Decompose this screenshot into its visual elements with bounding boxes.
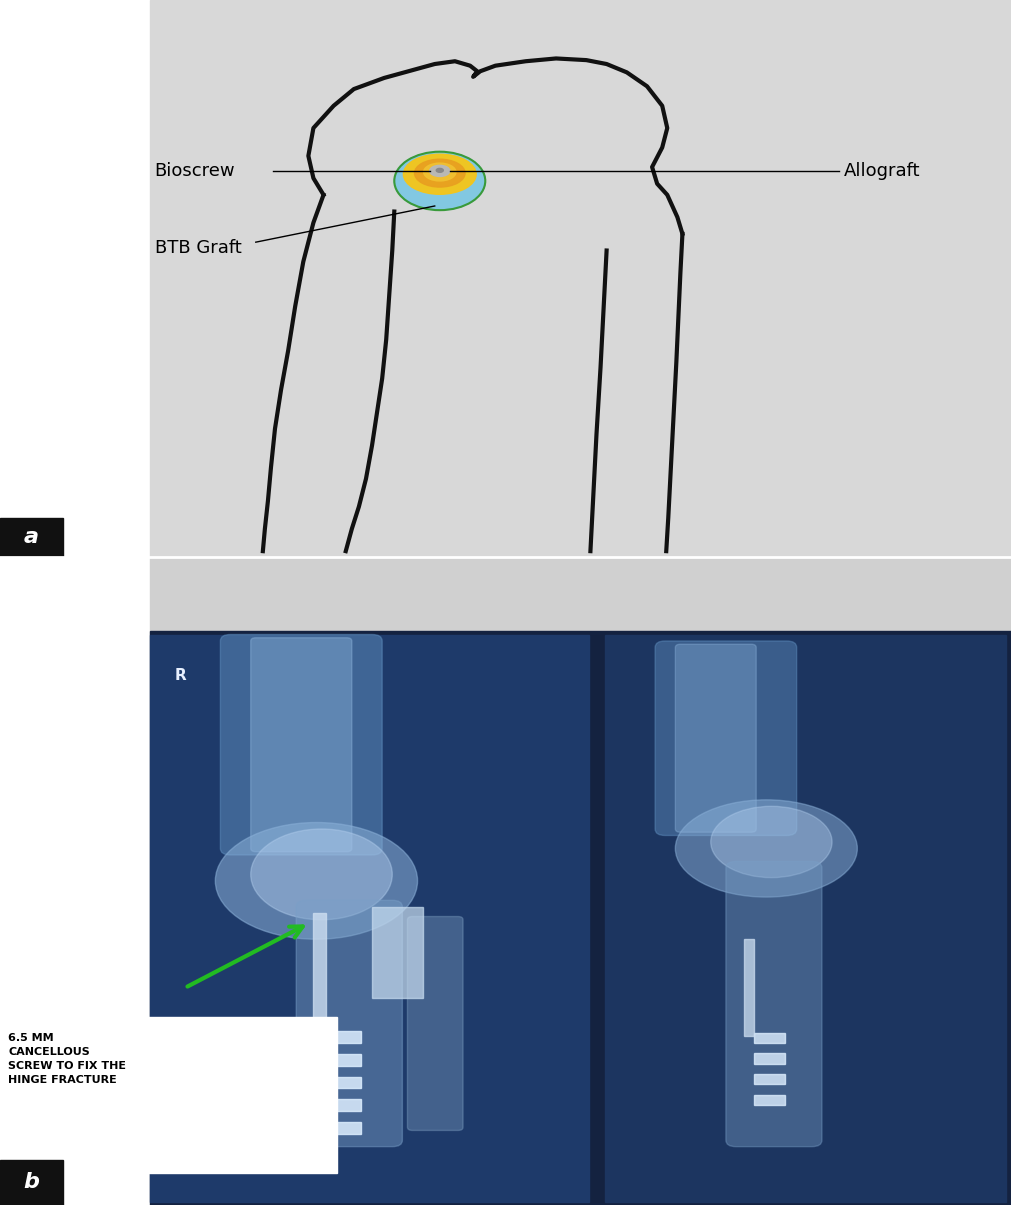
FancyBboxPatch shape [296,900,402,1147]
Ellipse shape [403,154,476,194]
Text: Allograft: Allograft [844,161,921,180]
Bar [754,1095,785,1105]
Text: R: R [175,668,187,683]
Bar [0,518,63,557]
Bar [326,1099,361,1111]
Bar [326,1054,361,1065]
Bar [0,1159,63,1205]
Ellipse shape [394,152,485,210]
Bar [744,939,754,1036]
Ellipse shape [430,165,450,176]
Ellipse shape [415,159,465,187]
Ellipse shape [215,823,418,939]
Ellipse shape [711,806,832,877]
Bar [0,557,150,1205]
Bar [150,0,1011,557]
Bar [150,635,589,1201]
Text: BTB Graft: BTB Graft [155,239,242,257]
Text: 6.5 MM
CANCELLOUS
SCREW TO FIX THE
HINGE FRACTURE: 6.5 MM CANCELLOUS SCREW TO FIX THE HINGE… [8,1033,126,1086]
Bar [313,913,326,1030]
Bar [754,1053,785,1064]
FancyBboxPatch shape [220,635,382,854]
Text: Bioscrew: Bioscrew [155,161,236,180]
Bar [372,907,423,998]
Ellipse shape [437,169,443,172]
Bar [605,635,1006,1201]
Bar [150,557,1011,635]
Bar [0,1017,337,1172]
Bar [326,1122,361,1134]
Text: b: b [23,1172,39,1192]
Bar [326,1031,361,1042]
FancyBboxPatch shape [407,917,463,1130]
Ellipse shape [424,163,456,181]
FancyBboxPatch shape [726,862,822,1147]
Text: a: a [24,528,38,547]
FancyBboxPatch shape [675,645,756,833]
Ellipse shape [675,800,857,897]
Bar [754,1033,785,1042]
FancyBboxPatch shape [655,641,797,835]
Bar [326,1076,361,1088]
Bar [754,1074,785,1084]
Bar [0,0,150,557]
FancyBboxPatch shape [251,637,352,852]
Ellipse shape [251,829,392,919]
Bar [150,631,1011,1205]
